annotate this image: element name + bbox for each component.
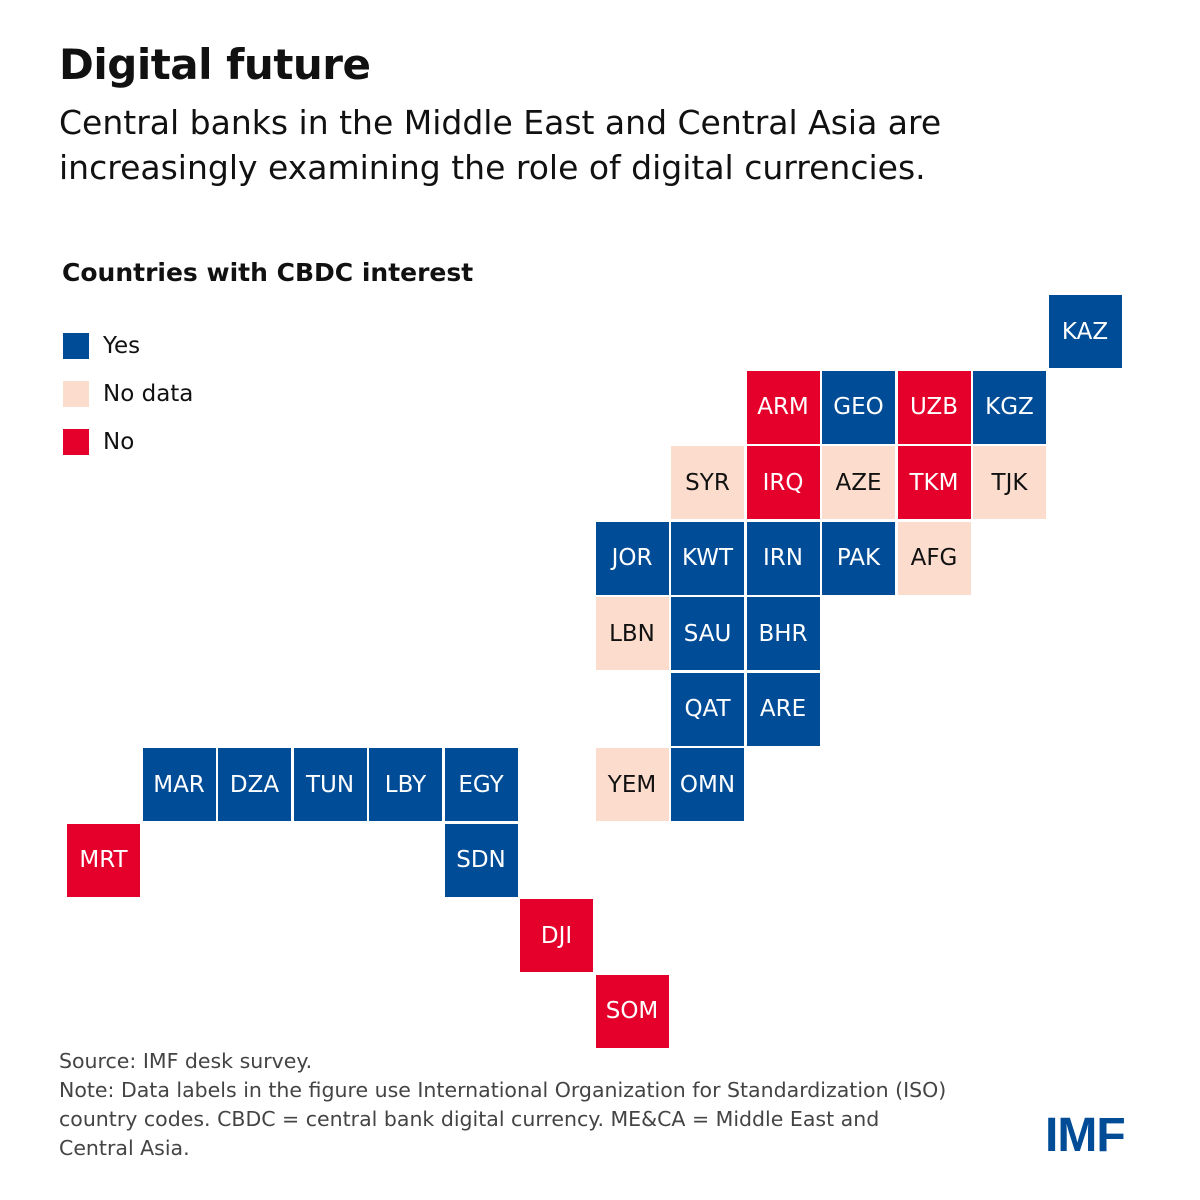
tile-sdn: SDN — [444, 823, 518, 897]
legend-item-nodata: No data — [63, 370, 193, 418]
tile-dza: DZA — [218, 748, 291, 821]
legend-label: Yes — [103, 333, 141, 359]
tile-are: ARE — [746, 672, 820, 746]
tile-qat: QAT — [671, 672, 744, 746]
tile-tun: TUN — [293, 748, 367, 821]
tile-mar: MAR — [142, 748, 216, 821]
tile-som: SOM — [595, 974, 669, 1048]
tile-yem: YEM — [595, 748, 669, 821]
tile-uzb: UZB — [897, 370, 971, 444]
tile-lbn: LBN — [595, 597, 669, 670]
tile-jor: JOR — [595, 521, 669, 595]
tile-kwt: KWT — [671, 521, 744, 595]
legend-item-no: No — [63, 418, 193, 466]
footer: Source: IMF desk survey. Note: Data labe… — [59, 1047, 959, 1163]
legend-swatch-no — [63, 429, 89, 455]
chart-subtitle: Central banks in the Middle East and Cen… — [59, 103, 942, 187]
tile-lby: LBY — [369, 748, 442, 821]
legend-label: No — [103, 429, 135, 455]
tile-syr: SYR — [671, 446, 744, 519]
source-note: Source: IMF desk survey. — [59, 1049, 313, 1073]
legend-label: No data — [103, 381, 194, 407]
tile-dji: DJI — [520, 899, 593, 972]
tile-mrt: MRT — [67, 823, 140, 897]
legend-swatch-yes — [63, 333, 89, 359]
tile-pak: PAK — [822, 521, 895, 595]
imf-logo: IMF — [1045, 1109, 1126, 1162]
tile-geo: GEO — [822, 370, 895, 444]
legend-swatch-nodata — [63, 381, 89, 407]
tile-kgz: KGZ — [973, 370, 1046, 444]
tile-egy: EGY — [444, 748, 518, 821]
legend: Yes No data No — [63, 322, 193, 466]
tile-sau: SAU — [671, 597, 744, 670]
tile-bhr: BHR — [746, 597, 820, 670]
legend-item-yes: Yes — [63, 322, 193, 370]
tile-kaz: KAZ — [1048, 295, 1122, 368]
chart-title: Digital future — [59, 40, 371, 89]
legend-title: Countries with CBDC interest — [62, 258, 474, 287]
tile-omn: OMN — [671, 748, 744, 821]
tile-afg: AFG — [897, 521, 971, 595]
tile-irn: IRN — [746, 521, 820, 595]
tile-tjk: TJK — [973, 446, 1046, 519]
tile-aze: AZE — [822, 446, 895, 519]
tile-arm: ARM — [746, 370, 820, 444]
note: Note: Data labels in the figure use Inte… — [59, 1078, 947, 1160]
tile-tkm: TKM — [897, 446, 971, 519]
tile-irq: IRQ — [746, 446, 820, 519]
